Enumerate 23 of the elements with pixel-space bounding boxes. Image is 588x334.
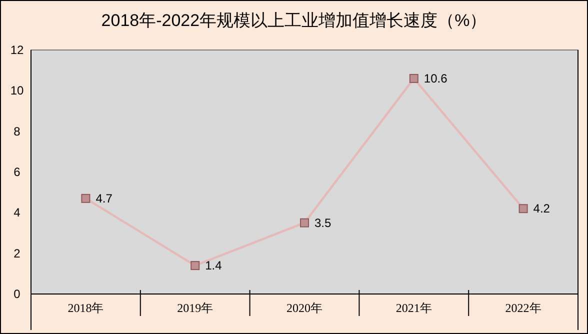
x-tick-label: 2020年	[286, 301, 322, 315]
point	[518, 204, 528, 214]
y-tick-label: 12	[10, 43, 24, 57]
y-tick-label: 8	[14, 124, 21, 138]
point	[81, 194, 90, 203]
y-tick-label: 2	[14, 246, 21, 260]
x-tick-label: 2021年	[396, 301, 432, 315]
y-tick-label: 4	[14, 206, 21, 220]
y-tick-label: 6	[14, 165, 21, 179]
chart-title: 2018年-2022年规模以上工业增加值增长速度（%）	[101, 11, 487, 30]
data-label: 4.2	[533, 202, 550, 216]
point	[190, 261, 200, 270]
y-tick-label: 10	[10, 84, 24, 98]
data-label: 3.5	[314, 216, 332, 230]
data-label: 10.6	[424, 71, 448, 86]
data-label: 4.7	[96, 191, 113, 206]
point	[300, 218, 309, 228]
x-tick-label: 2022年	[505, 301, 542, 315]
y-tick-label: 0	[14, 287, 21, 301]
x-tick-label: 2018年	[68, 301, 104, 315]
point	[409, 74, 418, 83]
x-tick-label: 2019年	[177, 301, 214, 315]
data-label: 1.4	[205, 258, 222, 273]
